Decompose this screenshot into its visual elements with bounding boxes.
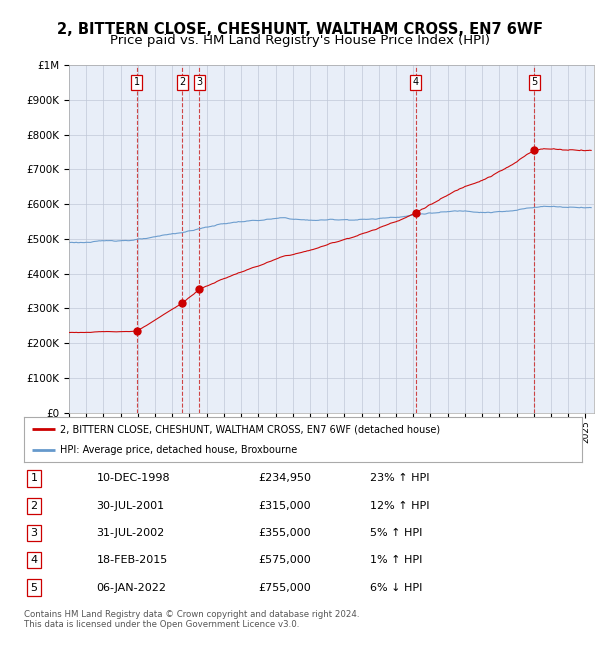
Text: 3: 3 xyxy=(31,528,38,538)
Text: 06-JAN-2022: 06-JAN-2022 xyxy=(97,582,167,593)
Text: HPI: Average price, detached house, Broxbourne: HPI: Average price, detached house, Brox… xyxy=(60,445,298,456)
Text: 2: 2 xyxy=(179,77,185,87)
Text: 4: 4 xyxy=(31,555,38,566)
Text: Price paid vs. HM Land Registry's House Price Index (HPI): Price paid vs. HM Land Registry's House … xyxy=(110,34,490,47)
Text: 2, BITTERN CLOSE, CHESHUNT, WALTHAM CROSS, EN7 6WF (detached house): 2, BITTERN CLOSE, CHESHUNT, WALTHAM CROS… xyxy=(60,424,440,434)
Text: 5: 5 xyxy=(31,582,38,593)
Text: 1: 1 xyxy=(134,77,140,87)
Text: 10-DEC-1998: 10-DEC-1998 xyxy=(97,473,170,484)
Text: £575,000: £575,000 xyxy=(259,555,311,566)
Text: 3: 3 xyxy=(196,77,203,87)
Text: 4: 4 xyxy=(412,77,419,87)
Text: 2, BITTERN CLOSE, CHESHUNT, WALTHAM CROSS, EN7 6WF: 2, BITTERN CLOSE, CHESHUNT, WALTHAM CROS… xyxy=(57,22,543,37)
Text: 5: 5 xyxy=(531,77,538,87)
Text: 23% ↑ HPI: 23% ↑ HPI xyxy=(370,473,430,484)
Text: £315,000: £315,000 xyxy=(259,500,311,511)
Text: 6% ↓ HPI: 6% ↓ HPI xyxy=(370,582,422,593)
Text: 30-JUL-2001: 30-JUL-2001 xyxy=(97,500,164,511)
Text: 1% ↑ HPI: 1% ↑ HPI xyxy=(370,555,422,566)
Text: 5% ↑ HPI: 5% ↑ HPI xyxy=(370,528,422,538)
Text: 12% ↑ HPI: 12% ↑ HPI xyxy=(370,500,430,511)
Text: £355,000: £355,000 xyxy=(259,528,311,538)
Text: 1: 1 xyxy=(31,473,38,484)
Text: 31-JUL-2002: 31-JUL-2002 xyxy=(97,528,165,538)
Text: 18-FEB-2015: 18-FEB-2015 xyxy=(97,555,168,566)
Text: £234,950: £234,950 xyxy=(259,473,311,484)
Text: 2: 2 xyxy=(31,500,38,511)
Text: £755,000: £755,000 xyxy=(259,582,311,593)
Text: Contains HM Land Registry data © Crown copyright and database right 2024.
This d: Contains HM Land Registry data © Crown c… xyxy=(24,610,359,629)
